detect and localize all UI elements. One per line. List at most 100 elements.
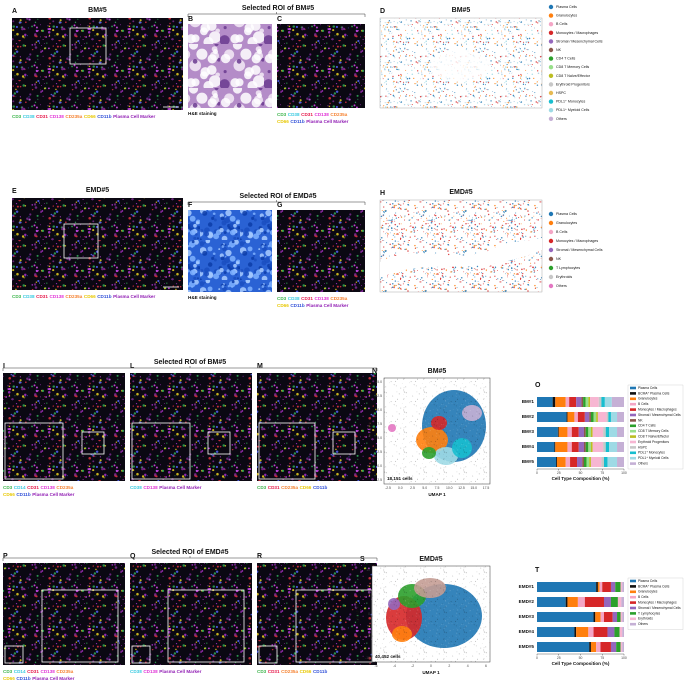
panel-label: G: [277, 202, 283, 209]
legend-swatch: [548, 99, 554, 104]
legend-swatch: [630, 612, 636, 615]
bar-segment: [567, 427, 572, 437]
bar-segment: [556, 457, 558, 467]
marker-name: CD235a: [281, 485, 298, 490]
legend-swatch: [548, 220, 554, 226]
roi-box: [258, 422, 316, 480]
marker-name: CD31: [268, 669, 280, 674]
umap-y-tick: 0.0: [377, 464, 382, 468]
marker-name: Plasma Cell Marker: [113, 294, 155, 299]
cell-count: 40,452 cells: [375, 654, 401, 659]
bar-segment: [596, 582, 598, 592]
category-label: EMD#5: [519, 644, 535, 649]
marker-name: CD14: [14, 669, 26, 674]
tissue-image: [188, 24, 272, 108]
legend-label: Plasma Cells: [556, 5, 577, 9]
marker-name: CD38: [288, 296, 300, 301]
marker-name: CD138: [315, 296, 330, 301]
umap-x-tick: 0: [430, 664, 432, 668]
legend-swatch: [630, 408, 636, 411]
legend-label: PDL1⁺ Monocytes: [638, 451, 665, 455]
bar-segment: [588, 427, 591, 437]
marker-name: CD31: [36, 294, 48, 299]
legend-label: Stromal / Mesenchymal Cells: [638, 413, 681, 417]
bar-segment: [617, 427, 624, 437]
marker-name: CD3: [12, 114, 22, 119]
marker-legend: CD38 CD138 Plasma Cell Marker: [130, 669, 202, 674]
panel-label: Q: [130, 553, 136, 560]
bar-segment: [608, 412, 611, 422]
bar-segment: [537, 597, 566, 607]
umap-x-tick: 2.5: [410, 486, 415, 490]
bar-segment: [566, 412, 568, 422]
marker-name: CD31: [301, 112, 313, 117]
legend-label: T Lymphocytes: [556, 266, 580, 270]
bar-segment: [617, 442, 624, 452]
bar-segment: [603, 597, 611, 607]
bar-segment: [622, 582, 624, 592]
bar-segment: [583, 457, 587, 467]
bar-segment: [567, 442, 572, 452]
bar-segment: [617, 457, 624, 467]
legend-label: Stromal / Mesenchymal Cells: [638, 606, 681, 610]
bar-segment: [557, 427, 559, 437]
bar-segment: [597, 582, 600, 592]
legend-swatch: [548, 30, 554, 35]
bar-segment: [595, 612, 601, 622]
legend-label: Monocytes / Macrophages: [638, 600, 677, 604]
bar-segment: [601, 457, 604, 467]
legend-label: Stromal / Mesenchymal Cells: [556, 248, 603, 252]
legend-label: CD8 T Memory Cells: [638, 429, 669, 433]
marker-legend: CD3 CD38 CD31 CD138 CD235a CD66 CD11b Plasma Ce…: [12, 114, 155, 119]
roi-bracket: [2, 556, 378, 561]
bar-segment: [537, 627, 575, 637]
bar-segment: [565, 597, 568, 607]
image-caption: H&E staining: [188, 111, 217, 116]
bar-segment: [577, 597, 585, 607]
bar-segment: [602, 582, 611, 592]
legend-label: PDL1⁺ Myeloid Cells: [638, 456, 669, 460]
bar-segment: [588, 442, 591, 452]
legend-swatch: [548, 256, 554, 262]
legend-label: Monocytes / Macrophages: [556, 239, 598, 243]
bar-segment: [555, 442, 568, 452]
legend-label: Others: [638, 622, 648, 626]
bar-segment: [593, 412, 597, 422]
tissue-image: [130, 373, 252, 481]
legend-label: PDL1⁺ Monocytes: [556, 100, 585, 104]
legend-swatch: [630, 456, 636, 460]
roi-box: [258, 645, 278, 664]
bar-segment: [603, 442, 606, 452]
roi-box: [63, 223, 99, 259]
marker-name: CD138: [50, 294, 65, 299]
bar-segment: [578, 427, 584, 437]
bar-segment: [537, 457, 557, 467]
marker-name: Plasma Cell Marker: [32, 492, 74, 497]
legend-swatch: [630, 392, 636, 395]
marker-legend: CD66 CD11b Plasma Cell Marker: [3, 676, 75, 681]
legend-swatch: [548, 274, 554, 280]
legend-label: Granulocytes: [638, 397, 658, 401]
marker-legend: CD3 CD38 CD31 CD138 CD235a: [277, 112, 348, 117]
legend-label: Plasma Cells: [638, 579, 658, 583]
bar-segment: [537, 612, 594, 622]
legend-label: CD8 T Naïve/Effector: [638, 434, 670, 438]
bar-segment: [614, 627, 620, 637]
marker-name: CD3: [257, 669, 267, 674]
marker-name: CD235a: [56, 669, 73, 674]
panel-title: BM#5: [88, 7, 107, 14]
bar-segment: [537, 582, 597, 592]
roi-box: [131, 645, 151, 664]
bar-segment: [590, 642, 597, 652]
panel-label: P: [3, 553, 8, 560]
category-label: BM#3: [522, 429, 535, 434]
legend-swatch: [630, 397, 636, 401]
marker-legend: CD66 CD11b Plasma Cell Marker: [277, 303, 349, 308]
legend-label: HSPC: [638, 445, 648, 449]
bar-segment: [574, 627, 577, 637]
x-tick-label: 25: [557, 471, 561, 475]
roi-box: [41, 589, 119, 663]
panel-label: I: [3, 363, 5, 370]
marker-name: CD14: [14, 485, 26, 490]
legend-label: CD8 T Memory Cells: [556, 65, 589, 69]
